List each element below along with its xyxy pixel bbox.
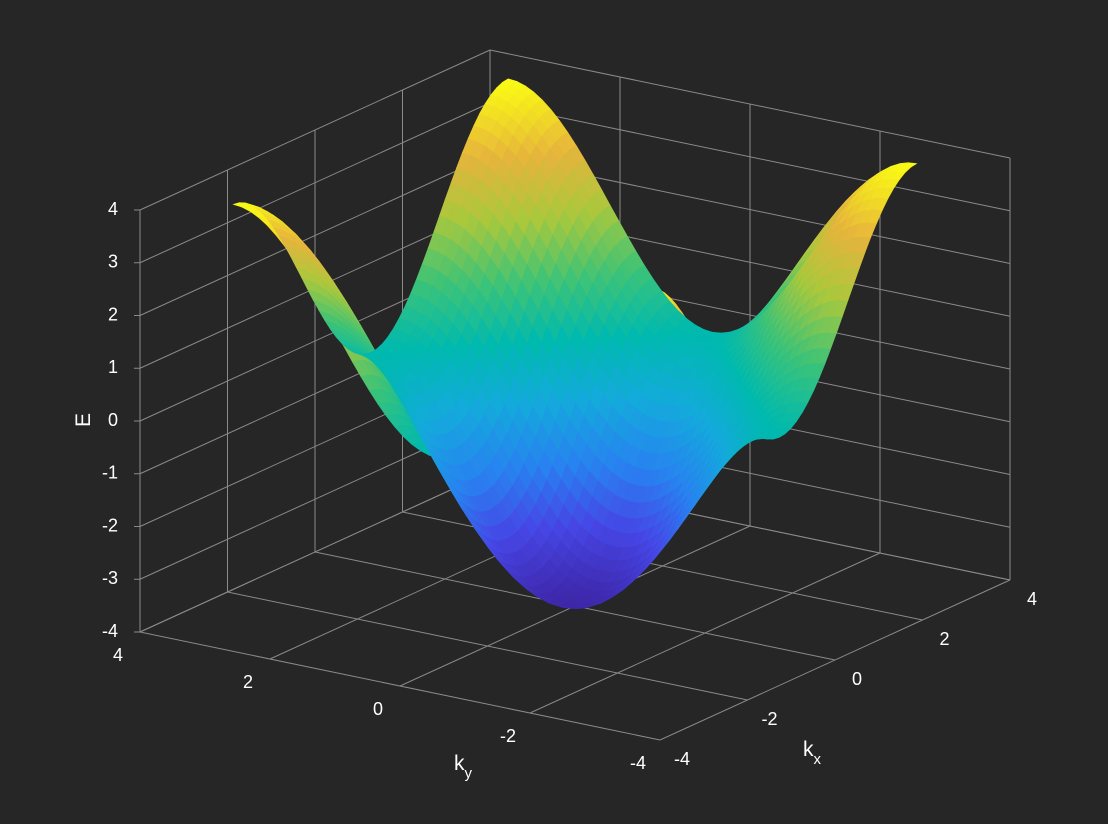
tick-layer: 4 3 2 1 0 -1 -2 -3 -4 4 2 0 -2 -4 -4 -2 0 2 4: [102, 199, 1037, 773]
x-tick-label: 4: [1027, 589, 1037, 609]
y-tick-label: 2: [243, 672, 253, 692]
back-wall-grid-line: [139, 471, 491, 633]
floor-grid-line: [659, 579, 1011, 741]
side-wall-grid-line: [489, 102, 1011, 212]
grid-layer: [139, 49, 1011, 741]
z-tick-label: -4: [102, 621, 118, 641]
x-axis-label: kx: [803, 738, 822, 768]
x-tick-label: -2: [761, 709, 777, 729]
floor-grid-line: [529, 552, 881, 714]
y-axis-label-sub: y: [465, 765, 473, 782]
z-tick-label: 2: [108, 304, 118, 324]
z-tick-label: 0: [108, 410, 118, 430]
x-tick-label: -4: [674, 749, 690, 769]
z-tick-label: -1: [102, 463, 118, 483]
x-tick-label: 2: [939, 629, 949, 649]
x-tick-label: 0: [852, 669, 862, 689]
z-tick-label: 3: [108, 252, 118, 272]
z-tick-label: 1: [108, 357, 118, 377]
y-axis-label-main: k: [454, 752, 465, 775]
x-axis-label-main: k: [803, 738, 814, 761]
y-tick-label: -2: [500, 726, 516, 746]
y-tick-label: -4: [630, 753, 646, 773]
y-tick-label: 0: [373, 699, 383, 719]
z-tick-label: -3: [102, 568, 118, 588]
side-wall-grid-line: [489, 49, 1011, 159]
y-axis-label: ky: [454, 752, 473, 782]
surface: [232, 78, 918, 609]
x-axis-label-sub: x: [814, 751, 822, 768]
z-tick-label: -2: [102, 515, 118, 535]
y-tick-label: 4: [113, 645, 123, 665]
back-wall-grid-line: [139, 49, 491, 211]
z-axis-label: E: [72, 413, 95, 427]
back-wall-grid-line: [139, 102, 491, 264]
z-tick-label: 4: [108, 199, 118, 219]
back-wall-grid-line: [139, 155, 491, 316]
surface-patch: [901, 162, 918, 168]
